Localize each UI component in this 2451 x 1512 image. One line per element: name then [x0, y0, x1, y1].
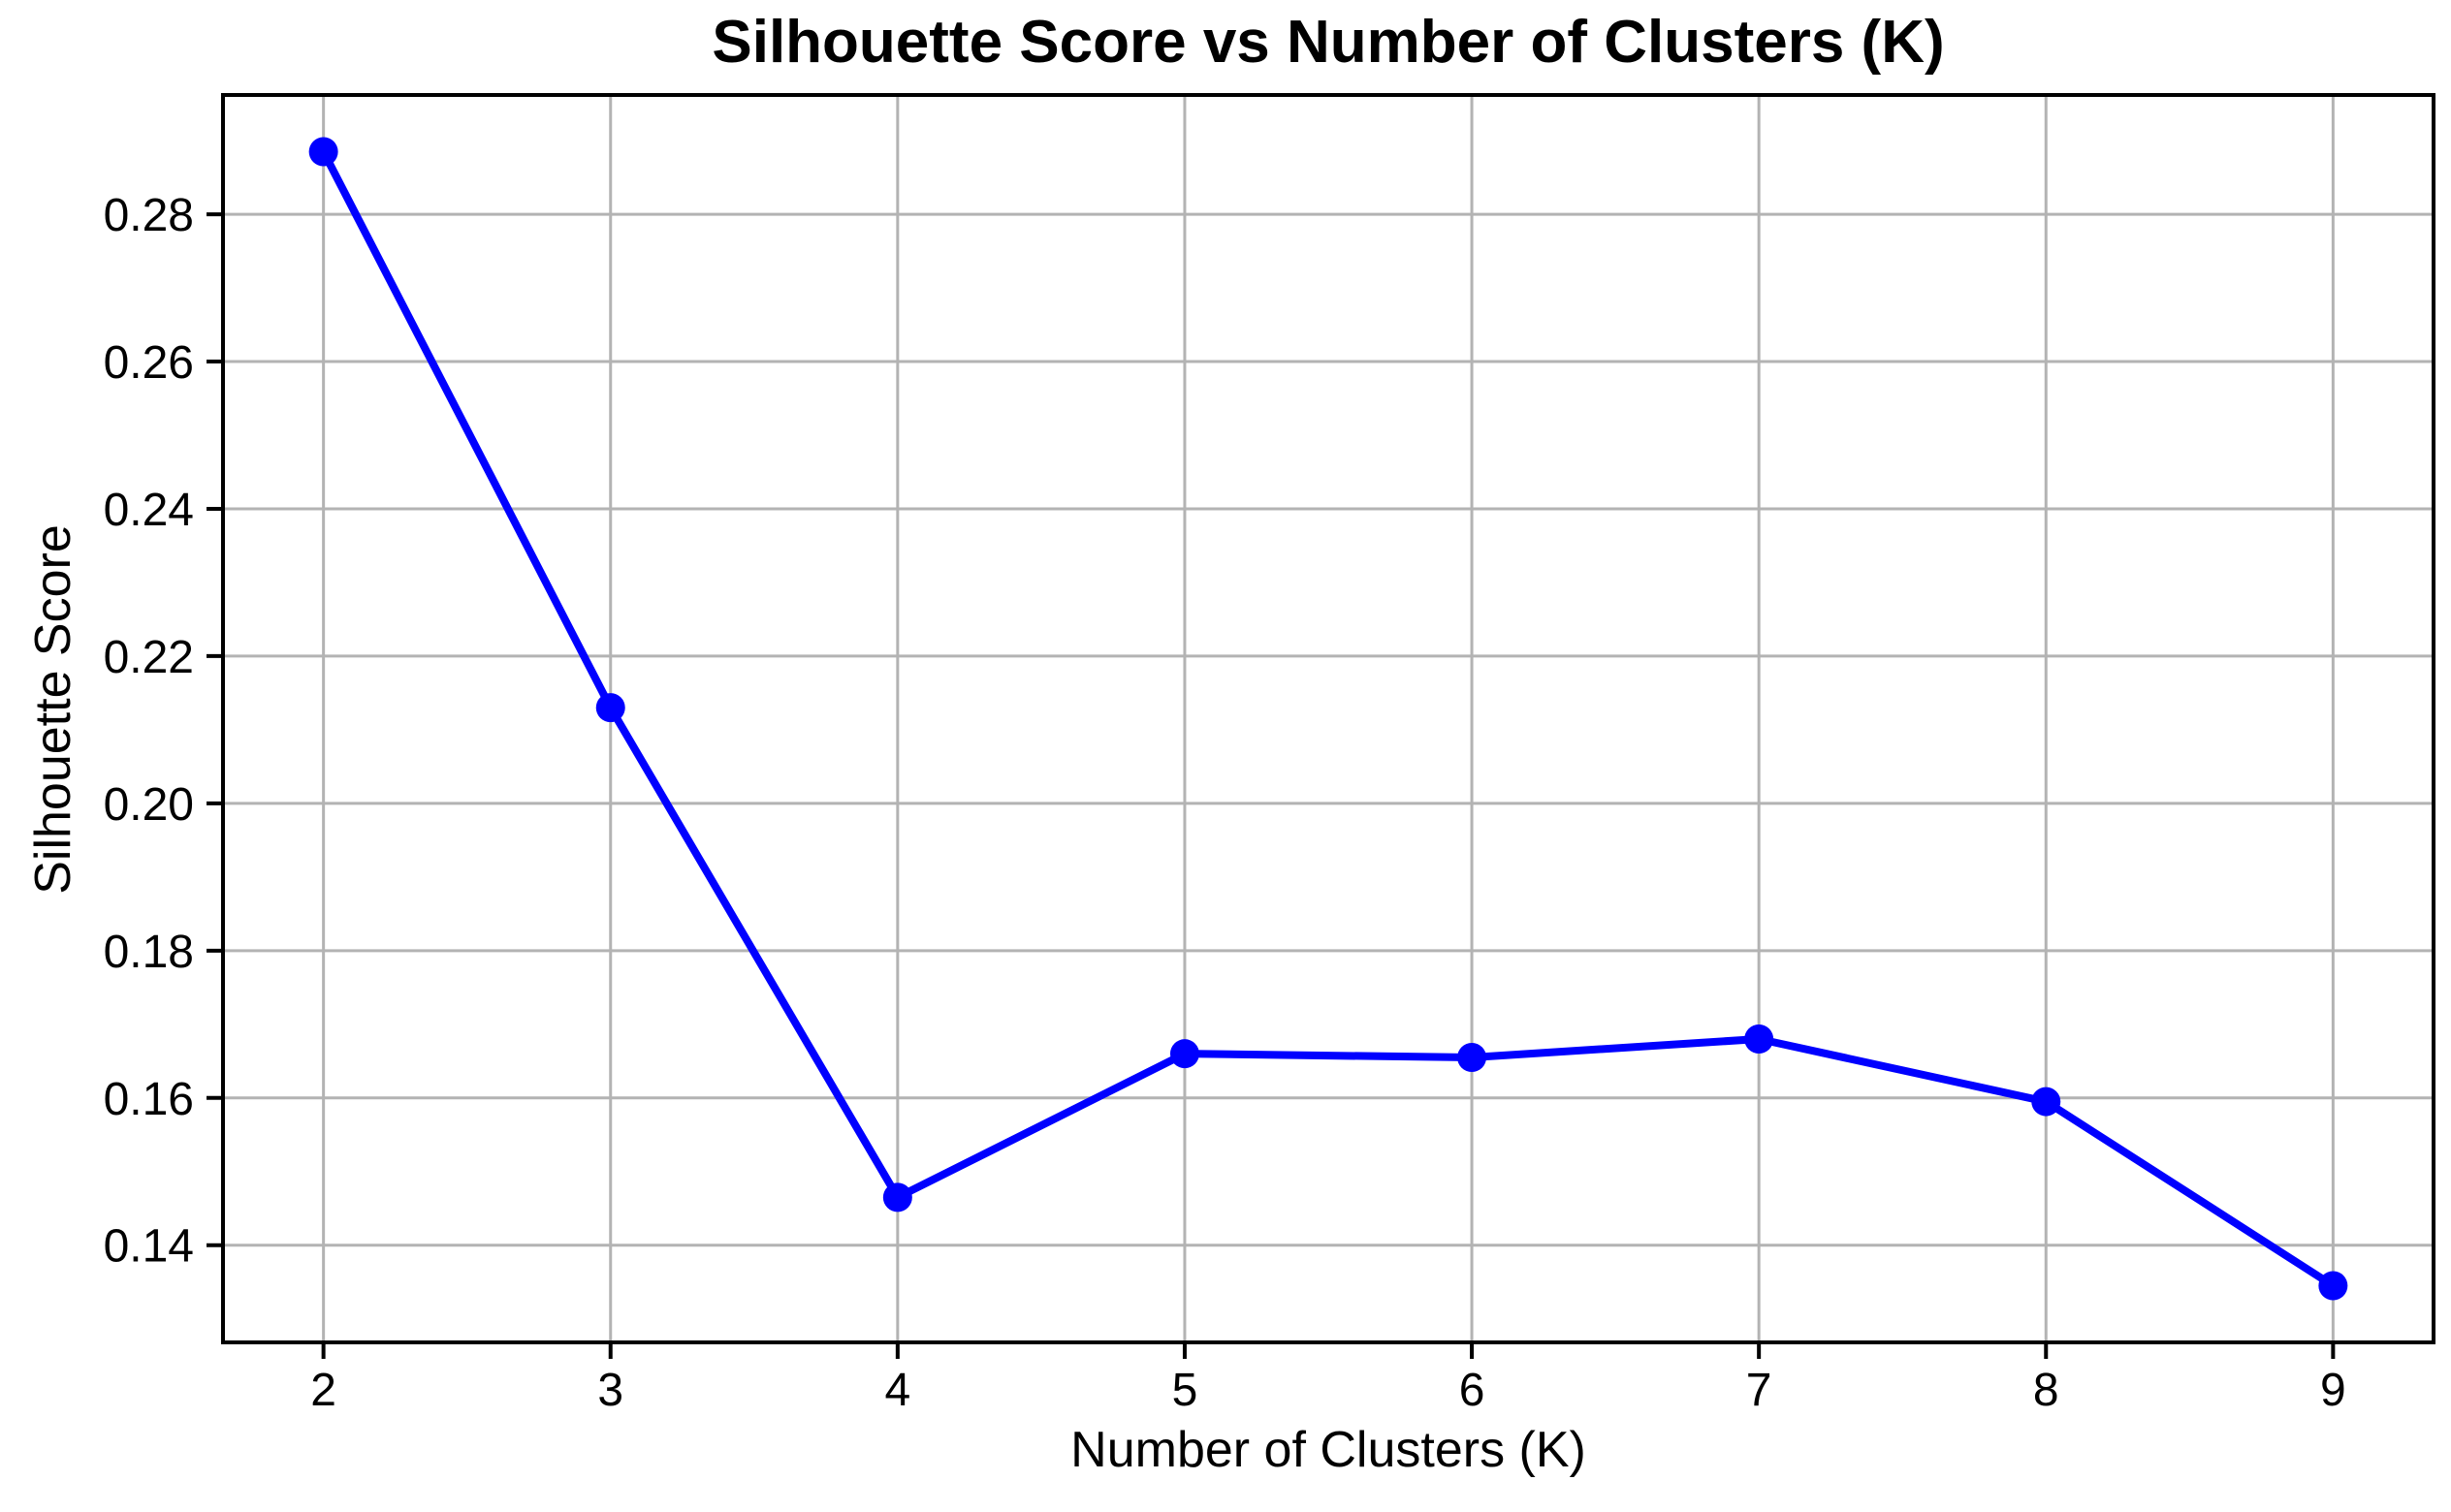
- y-tick-label: 0.28: [104, 190, 194, 241]
- data-point: [2031, 1087, 2061, 1117]
- x-tick-label: 4: [884, 1365, 910, 1416]
- x-tick-label: 5: [1172, 1365, 1198, 1416]
- chart-title: Silhouette Score vs Number of Clusters (…: [712, 9, 1945, 76]
- y-tick-label: 0.14: [104, 1221, 194, 1273]
- data-point: [1744, 1024, 1774, 1054]
- data-point: [2318, 1271, 2348, 1301]
- x-tick-label: 8: [2033, 1365, 2059, 1416]
- axes-frame: [221, 93, 2435, 1344]
- x-tick-label: 6: [1459, 1365, 1485, 1416]
- data-point: [882, 1182, 912, 1213]
- x-tick-label: 2: [310, 1365, 336, 1416]
- plot-border: [221, 93, 2435, 1344]
- x-tick-label: 7: [1746, 1365, 1772, 1416]
- y-tick-label: 0.26: [104, 337, 194, 389]
- y-tick-label: 0.22: [104, 632, 194, 683]
- x-axis-label: Number of Clusters (K): [1070, 1422, 1586, 1478]
- series-silhouette: [308, 137, 2348, 1301]
- ticks: 2 3 4 5 6 7 8 9 0.14 0.16 0.18 0.20 0.22 0.24 0.26 0.28: [104, 190, 2346, 1416]
- x-tick-label: 9: [2320, 1365, 2346, 1416]
- y-tick-label: 0.20: [104, 779, 194, 831]
- y-tick-label: 0.18: [104, 927, 194, 978]
- y-tick-label: 0.24: [104, 485, 194, 536]
- data-point: [1169, 1039, 1199, 1069]
- series-line: [319, 147, 2338, 1290]
- y-axis-label: Silhouette Score: [25, 524, 81, 895]
- data-point: [595, 693, 625, 723]
- x-tick-label: 3: [597, 1365, 623, 1416]
- data-point: [1457, 1042, 1487, 1072]
- data-point: [308, 137, 338, 167]
- gridlines: [223, 95, 2434, 1342]
- y-tick-label: 0.16: [104, 1074, 194, 1125]
